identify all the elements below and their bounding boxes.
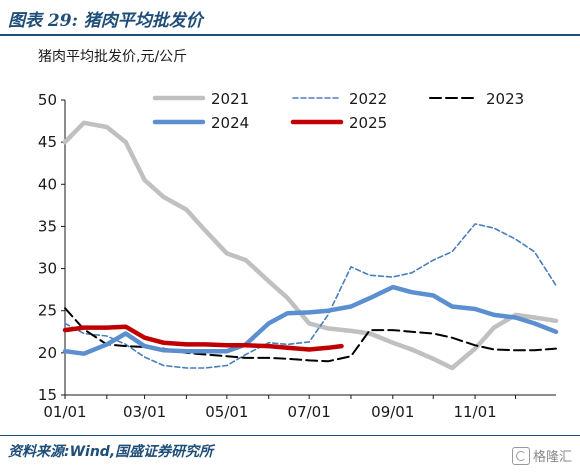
x-tick-label: 11/01 xyxy=(453,403,496,421)
title-divider xyxy=(0,34,580,36)
series-line-2023 xyxy=(64,307,557,363)
series-line-2024 xyxy=(62,284,559,356)
y-tick-label: 15 xyxy=(38,386,57,404)
x-tick-label: 01/01 xyxy=(43,403,86,421)
y-tick-label: 35 xyxy=(38,217,57,235)
legend-label-2022: 2022 xyxy=(349,90,387,108)
figure-title: 图表 29: 猪肉平均批发价 xyxy=(8,11,203,31)
source-divider xyxy=(0,435,580,436)
y-tick-label: 45 xyxy=(38,133,57,151)
x-tick-label: 07/01 xyxy=(288,403,331,421)
legend-label-2024: 2024 xyxy=(211,114,249,132)
legend-label-2023: 2023 xyxy=(486,90,524,108)
series-line-2025 xyxy=(62,324,344,352)
source-note: 资料来源:Wind,国盛证券研究所 xyxy=(8,444,214,460)
x-tick-label: 03/01 xyxy=(123,403,166,421)
y-tick-label: 30 xyxy=(38,260,57,278)
legend-label-2021: 2021 xyxy=(211,90,249,108)
y-tick-label: 50 xyxy=(38,91,57,109)
y-tick-label: 25 xyxy=(38,302,57,320)
y-tick-label: 20 xyxy=(38,344,57,362)
watermark-logo-icon xyxy=(511,447,530,465)
y-axis-unit-label: 猪肉平均批发价,元/公斤 xyxy=(38,49,188,65)
legend-label-2025: 2025 xyxy=(349,114,387,132)
series-line-2021 xyxy=(62,120,559,371)
watermark: 格隆汇 xyxy=(511,446,572,465)
series-line-2022 xyxy=(64,223,557,369)
figure-header: 图表 29: 猪肉平均批发价 xyxy=(0,0,580,36)
watermark-text: 格隆汇 xyxy=(532,450,572,465)
y-tick-label: 40 xyxy=(38,175,57,193)
x-tick-label: 09/01 xyxy=(371,403,414,421)
x-tick-label: 05/01 xyxy=(205,403,248,421)
